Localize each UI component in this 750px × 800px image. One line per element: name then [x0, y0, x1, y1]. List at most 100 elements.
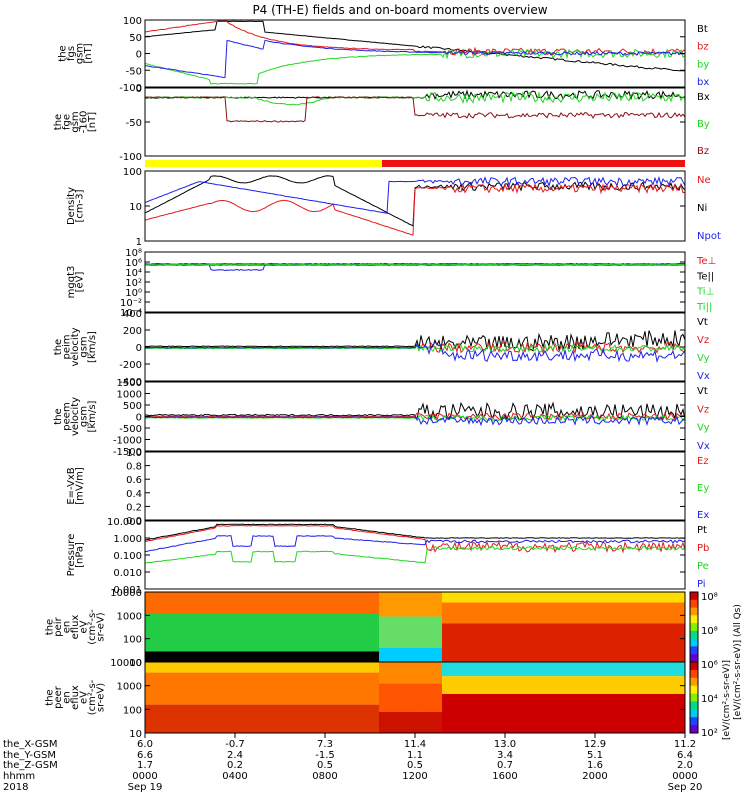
spectrogram-cell	[415, 648, 425, 662]
spectrogram-cell	[631, 676, 641, 694]
spectrogram-cell	[262, 704, 272, 733]
spectrogram-cell	[334, 651, 344, 662]
spectrogram-cell	[514, 662, 524, 677]
spectrogram-cell	[433, 683, 443, 712]
spectrogram-cell	[559, 662, 569, 677]
spectrogram-cell	[199, 704, 209, 733]
spectrogram-cell	[199, 613, 209, 652]
spectrogram-cell	[640, 602, 650, 624]
ylabel-line: gsm	[79, 336, 90, 357]
spectrogram-cell	[532, 676, 542, 694]
spectrogram-cell	[352, 672, 362, 705]
spectrogram-cell	[424, 711, 434, 733]
ephem-row-label: hhmm	[3, 771, 35, 782]
ylabel-line: eflux	[70, 685, 81, 710]
spectrogram-cell	[523, 623, 533, 662]
spectrogram-cell	[649, 662, 659, 677]
spectrogram-cell	[343, 662, 353, 673]
spectrogram-cell	[415, 662, 425, 684]
ylabel-line: (cm²-s-	[87, 679, 98, 715]
spectrogram-cell	[667, 623, 677, 662]
spectrogram-cell	[406, 662, 416, 684]
spectrogram-cell	[298, 651, 308, 662]
ytick-label: 10	[129, 202, 142, 213]
panel-frame	[144, 451, 686, 521]
spectrogram-cell	[541, 602, 551, 624]
spectrogram-cell	[397, 648, 407, 662]
spectrogram-cell	[568, 592, 578, 603]
trace-bz	[144, 19, 686, 57]
trace-by	[144, 48, 686, 85]
ylabel-line: [nPa]	[74, 542, 85, 568]
legend-bx: bx	[697, 77, 709, 88]
legend-vt: Vt	[697, 317, 708, 328]
spectrogram-cell	[586, 662, 596, 677]
ylabel-line: (cm²-s-	[87, 609, 98, 645]
spectrogram-cell	[325, 613, 335, 652]
ytick-label: -500	[119, 424, 142, 435]
spectrogram-cell	[523, 592, 533, 603]
spectrogram-cell	[253, 662, 263, 673]
colorbars: 10⁸ 10⁸ 10⁶ 10⁴ 10² [eV/(cm²-s-sr-eV)] (All Q…	[689, 591, 743, 740]
legend-ni: Ni	[697, 203, 707, 214]
colorbar-swatch	[690, 615, 698, 624]
colorbar-tick: 10⁴	[701, 694, 718, 705]
spectrogram-cell	[649, 676, 659, 694]
spectrogram-cell	[541, 676, 551, 694]
spectrogram-cell	[361, 672, 371, 705]
ylabel-line: [cm-3]	[74, 189, 85, 222]
colorbar-swatch	[690, 717, 698, 726]
colorbar-swatch	[690, 607, 698, 616]
spectrogram-cell	[469, 676, 479, 694]
ephem-value: 0.2	[227, 760, 243, 771]
spectrogram-cell	[262, 613, 272, 652]
trace-bx	[144, 39, 686, 79]
spectrogram-cell	[451, 676, 461, 694]
spectrogram-cell	[478, 592, 488, 603]
spectrogram-cell	[568, 694, 578, 734]
ytick-label: 10000	[110, 588, 142, 599]
ytick-label: 0	[136, 50, 142, 61]
colorbar-swatch	[690, 725, 698, 734]
spectrogram-cell	[514, 694, 524, 734]
spectrogram-cell	[658, 623, 668, 662]
spectrogram-cell	[550, 662, 560, 677]
spectrogram-cell	[595, 623, 605, 662]
spectrogram-cell	[667, 662, 677, 677]
ylabel-line: the	[53, 408, 64, 424]
legend-pi: Pi	[697, 579, 706, 590]
ytick-label: -50	[126, 118, 142, 129]
legend-ti⊥: Ti⊥	[696, 287, 714, 298]
spectrogram-cell	[550, 592, 560, 603]
spectrogram-cell	[478, 623, 488, 662]
ylabel-line: sr-eV)	[96, 612, 107, 641]
spectrogram-cell	[631, 602, 641, 624]
spectrogram-cell	[226, 651, 236, 662]
trace-vy	[144, 343, 686, 353]
ylabel-line: en	[62, 691, 73, 704]
spectrogram-cell	[424, 662, 434, 684]
spectrogram-cell	[217, 704, 227, 733]
colorbar-swatch	[690, 709, 698, 718]
legend-ex: Ex	[697, 510, 709, 521]
spectrogram-cell	[586, 602, 596, 624]
legend-ey: Ey	[697, 483, 709, 494]
spectrogram-cell	[199, 662, 209, 673]
spectrogram-cell	[640, 662, 650, 677]
ytick-label: -50	[126, 66, 142, 77]
spectrogram-cell	[622, 662, 632, 677]
ephem-value: 2000	[582, 771, 607, 782]
spectrogram-cell	[415, 616, 425, 648]
legend-vz: Vz	[697, 404, 709, 415]
spectrogram-cell	[172, 704, 182, 733]
ytick-label: 1000	[117, 390, 142, 401]
spectrogram-cell	[163, 651, 173, 662]
spectrogram-cell	[388, 662, 398, 684]
ephem-value: 2.0	[677, 760, 693, 771]
spectrogram-cell	[406, 711, 416, 733]
ephem-value: 11.4	[404, 739, 426, 750]
spectrogram-cell	[676, 676, 686, 694]
trace-ne	[144, 182, 686, 236]
spectrogram-cell	[469, 602, 479, 624]
